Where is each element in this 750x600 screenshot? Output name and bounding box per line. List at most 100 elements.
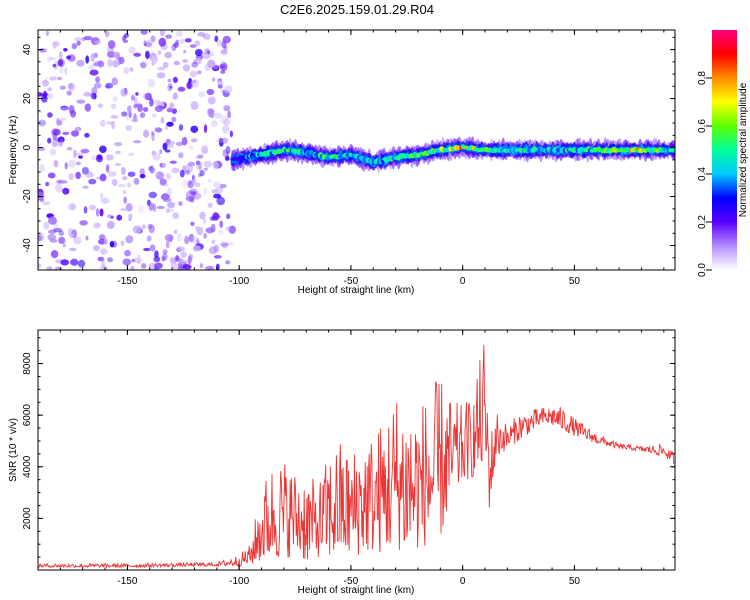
heatmap-noise-speckle xyxy=(157,128,162,133)
heatmap-noise-speckle xyxy=(202,218,207,225)
heatmap-noise-speckle xyxy=(184,164,194,173)
heatmap-noise-speckle xyxy=(210,223,216,233)
heatmap-noise-speckle xyxy=(118,56,125,65)
heatmap-noise-speckle xyxy=(149,244,156,252)
heatmap-noise-speckle xyxy=(39,48,47,53)
heatmap-x-ticks: -150 -100 -50 0 50 xyxy=(37,30,665,287)
heatmap-noise-speckle xyxy=(120,240,125,246)
heatmap-noise-speckle xyxy=(109,241,115,248)
heatmap-noise-speckle xyxy=(108,40,116,49)
heatmap-noise-speckle xyxy=(114,163,122,166)
heatmap-noise-speckle xyxy=(154,250,159,258)
y-tick-label: 8000 xyxy=(22,352,33,375)
heatmap-noise-speckle xyxy=(96,155,103,163)
heatmap-noise-speckle xyxy=(55,183,63,193)
heatmap-noise-speckle xyxy=(57,76,62,81)
heatmap-noise-speckle xyxy=(128,152,135,156)
heatmap-noise-speckle xyxy=(148,262,157,270)
heatmap-noise-speckle xyxy=(216,196,225,206)
heatmap-noise-speckle xyxy=(162,197,172,203)
heatmap-noise-speckle xyxy=(211,77,216,82)
heatmap-noise-speckle xyxy=(64,67,68,75)
heatmap-noise-speckle xyxy=(112,60,119,68)
heatmap-noise-speckle xyxy=(212,212,220,221)
y-tick-label: 6000 xyxy=(22,404,33,427)
heatmap-noise-speckle xyxy=(197,70,202,75)
heatmap-noise-speckle xyxy=(152,152,161,161)
heatmap-noise-speckle xyxy=(202,33,211,40)
heatmap-noise-speckle xyxy=(125,125,133,131)
heatmap-noise-speckle xyxy=(165,34,173,39)
heatmap-noise-speckle xyxy=(195,57,202,65)
heatmap-noise-speckle xyxy=(136,254,141,262)
colorbar-scale xyxy=(712,30,737,270)
heatmap-noise-speckle xyxy=(69,233,74,238)
heatmap-noise-speckle xyxy=(177,266,185,270)
heatmap-noise-speckle xyxy=(58,230,64,236)
heatmap-noise-speckle xyxy=(175,30,183,38)
heatmap-noise-speckle xyxy=(99,173,107,182)
chart-title: C2E6.2025.159.01.29.R04 xyxy=(280,2,434,17)
heatmap-noise-speckle xyxy=(165,173,172,180)
heatmap-noise-speckle xyxy=(99,145,107,154)
heatmap-noise-speckle xyxy=(138,204,144,214)
heatmap-noise-speckle xyxy=(193,79,199,88)
heatmap-noise-speckle xyxy=(51,139,57,148)
heatmap-noise-speckle xyxy=(47,234,57,241)
heatmap-noise-speckle xyxy=(123,67,130,75)
heatmap-noise-speckle xyxy=(100,248,108,255)
heatmap-noise-speckle xyxy=(94,40,101,45)
heatmap-noise-speckle xyxy=(178,152,184,159)
heatmap-noise-speckle xyxy=(114,142,123,147)
heatmap-noise-speckle xyxy=(98,238,106,245)
heatmap-noise-speckle xyxy=(219,64,226,69)
heatmap-noise-speckle xyxy=(211,239,216,245)
heatmap-noise-speckle xyxy=(195,160,201,166)
heatmap-noise-speckle xyxy=(39,163,45,173)
heatmap-noise-speckle xyxy=(209,51,215,57)
heatmap-noise-speckle xyxy=(225,146,231,155)
heatmap-noise-speckle xyxy=(73,236,82,245)
heatmap-noise-speckle xyxy=(67,203,75,211)
heatmap-noise-speckle xyxy=(143,40,147,47)
heatmap-noise-speckle xyxy=(221,124,230,134)
heatmap-noise-speckle xyxy=(70,258,79,266)
heatmap-noise-speckle xyxy=(45,30,50,36)
heatmap-noise-speckle xyxy=(221,243,228,249)
heatmap-noise-speckle xyxy=(105,30,110,38)
heatmap-noise-speckle xyxy=(216,39,222,47)
heatmap-noise-speckle xyxy=(132,140,142,144)
heatmap-noise-speckle xyxy=(90,53,95,62)
heatmap-noise-speckle xyxy=(203,167,208,171)
heatmap-noise-speckle xyxy=(213,244,220,253)
heatmap-noise-speckle xyxy=(185,190,195,199)
heatmap-noise-speckle xyxy=(127,105,132,114)
heatmap-noise-speckle xyxy=(226,213,231,220)
heatmap-noise-speckle xyxy=(207,202,213,208)
heatmap-noise-speckle xyxy=(55,138,62,143)
heatmap-noise-speckle xyxy=(228,225,236,234)
heatmap-noise-speckle xyxy=(143,129,150,138)
heatmap-noise-speckle xyxy=(76,59,85,67)
heatmap-noise-speckle xyxy=(164,51,172,59)
heatmap-noise-speckle xyxy=(223,118,231,126)
heatmap-noise-speckle xyxy=(166,208,170,213)
heatmap-noise-speckle xyxy=(49,239,58,243)
heatmap-noise-speckle xyxy=(182,179,190,189)
heatmap-noise-speckle xyxy=(203,124,208,134)
heatmap-noise-speckle xyxy=(139,173,146,179)
heatmap-noise-speckle xyxy=(198,91,206,97)
colorbar-label: Normalized spectral amplitude xyxy=(738,82,749,217)
heatmap-noise-speckle xyxy=(131,118,139,123)
x-tick-label: 0 xyxy=(460,276,466,287)
heatmap-noise-speckle xyxy=(38,143,42,147)
heatmap-noise-speckle xyxy=(64,162,68,170)
heatmap-noise-speckle xyxy=(227,110,232,119)
heatmap-noise-speckle xyxy=(106,154,114,161)
heatmap-noise-speckle xyxy=(194,49,203,57)
heatmap-noise-speckle xyxy=(107,58,113,68)
heatmap-noise-speckle xyxy=(76,152,84,156)
heatmap-noise-speckle xyxy=(62,131,70,136)
heatmap-noise-speckle xyxy=(189,188,198,195)
heatmap-noise-speckle xyxy=(190,221,195,226)
